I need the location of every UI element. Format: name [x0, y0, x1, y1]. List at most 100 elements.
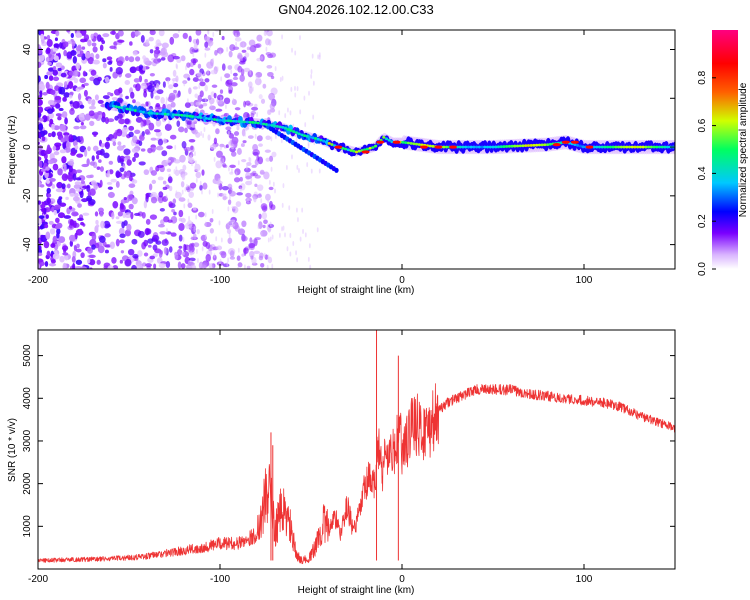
spectrogram-ridge-core	[327, 142, 331, 145]
spectrogram-noise-cell	[104, 233, 111, 238]
spectrogram-ridge-core	[316, 137, 320, 141]
spectrogram-noise-cell	[220, 96, 222, 102]
spectrogram-noise-cell	[75, 248, 82, 253]
spectrogram-noise-cell	[69, 240, 73, 247]
spectrogram-x-tick-label: -100	[210, 275, 230, 286]
spectrogram-noise-cell	[63, 81, 68, 89]
spectrogram-ridge-core	[455, 145, 460, 149]
spectrogram-noise-cell	[195, 214, 198, 220]
spectrogram-noise-cell	[73, 245, 78, 252]
spectrogram-noise-cell	[108, 160, 114, 165]
spectrogram-noise-cell	[256, 34, 263, 42]
spectrogram-noise-cell	[312, 114, 315, 120]
spectrogram-noise-cell	[51, 206, 55, 213]
spectrogram-noise-cell	[209, 42, 212, 48]
spectrogram-noise-cell	[294, 85, 296, 91]
spectrogram-noise-cell	[230, 82, 238, 87]
spectrogram-noise-cell	[183, 203, 186, 209]
spectrogram-noise-cell	[237, 147, 242, 155]
spectrogram-noise-cell	[128, 125, 135, 131]
spectrogram-noise-cell	[109, 45, 117, 50]
spectrogram-noise-cell	[50, 259, 56, 264]
spectrogram-ridge-core	[324, 140, 329, 144]
spectrogram-noise-cell	[84, 149, 88, 157]
spectrogram-noise-cell	[254, 133, 257, 139]
spectrogram-ridge-core	[185, 114, 189, 118]
spectrogram-y-tick-label: -20	[22, 188, 33, 203]
spectrogram-noise-cell	[310, 73, 313, 79]
spectrogram-noise-cell	[153, 58, 161, 64]
spectrogram-ridge-core	[229, 119, 233, 123]
spectrogram-noise-cell	[197, 63, 202, 69]
spectrogram-noise-cell	[246, 46, 251, 51]
spectrogram-noise-cell	[46, 39, 53, 47]
spectrogram-noise-cell	[93, 133, 97, 137]
spectrogram-noise-cell	[107, 191, 115, 198]
spectrogram-ridge-core	[608, 145, 612, 149]
spectrogram-ridge-core	[161, 112, 165, 116]
spectrogram-noise-cell	[104, 76, 110, 84]
spectrogram-noise-cell	[176, 58, 182, 63]
spectrogram-noise-cell	[258, 94, 263, 100]
spectrogram-noise-cell	[126, 159, 132, 166]
spectrogram-noise-cell	[120, 250, 125, 254]
spectrogram-noise-cell	[157, 195, 164, 204]
spectrogram-noise-cell	[155, 119, 162, 127]
spectrogram-noise-cell	[289, 232, 292, 238]
spectrogram-noise-cell	[295, 207, 298, 213]
spectrogram-noise-cell	[225, 104, 227, 110]
spectrogram-noise-cell	[231, 168, 233, 174]
spectrogram-noise-cell	[119, 259, 123, 264]
spectrogram-noise-cell	[288, 205, 291, 211]
spectrogram-noise-cell	[227, 237, 233, 244]
spectrogram-noise-cell	[40, 168, 46, 172]
spectrogram-noise-cell	[243, 167, 251, 173]
spectrogram-ridge-core	[223, 119, 228, 123]
spectrogram-noise-cell	[160, 97, 165, 104]
spectrogram-noise-cell	[53, 165, 58, 170]
spectrogram-noise-cell	[88, 259, 96, 266]
spectrogram-noise-cell	[66, 183, 71, 189]
spectrogram-noise-cell	[209, 144, 217, 150]
spectrogram-noise-cell	[188, 215, 190, 221]
spectrogram-noise-cell	[77, 86, 85, 90]
spectrogram-ridge-core	[125, 107, 129, 111]
spectrogram-noise-cell	[168, 119, 171, 125]
spectrogram-noise-cell	[248, 86, 253, 94]
spectrogram-noise-cell	[237, 266, 240, 269]
spectrogram-noise-cell	[244, 131, 246, 137]
spectrogram-noise-cell	[84, 113, 91, 121]
spectrogram-ridge-core	[518, 144, 522, 148]
spectrogram-noise-cell	[222, 163, 227, 168]
spectrogram-noise-cell	[158, 191, 164, 198]
spectrogram-noise-cell	[43, 241, 50, 249]
spectrogram-y-tick-label: 40	[22, 44, 33, 56]
spectrogram-noise-cell	[143, 169, 150, 176]
spectrogram-ridge-core	[117, 105, 121, 109]
spectrogram-noise-cell	[249, 237, 253, 243]
spectrogram-noise-cell	[178, 30, 180, 34]
spectrogram-noise-cell	[51, 123, 55, 130]
spectrogram-noise-cell	[198, 261, 204, 269]
spectrogram-noise-cell	[67, 173, 74, 182]
spectrogram-ridge-core	[174, 113, 178, 117]
spectrogram-ridge-core	[294, 131, 299, 135]
spectrogram-noise-cell	[202, 102, 208, 107]
spectrogram-noise-cell	[292, 240, 295, 246]
spectrogram-noise-cell	[155, 39, 161, 48]
spectrogram-noise-cell	[53, 204, 61, 210]
spectrogram-noise-cell	[46, 47, 51, 54]
spectrogram-noise-cell	[155, 131, 163, 137]
spectrogram-noise-cell	[87, 247, 93, 254]
spectrogram-noise-cell	[215, 160, 223, 169]
spectrogram-peak-cell	[585, 145, 594, 149]
spectrogram-noise-cell	[181, 189, 184, 195]
spectrogram-noise-cell	[229, 250, 235, 258]
spectrogram-noise-cell	[124, 80, 131, 86]
spectrogram-noise-cell	[198, 84, 201, 90]
spectrogram-noise-cell	[186, 62, 191, 68]
spectrogram-noise-cell	[254, 237, 261, 241]
spectrogram-ridge-core	[464, 145, 468, 149]
spectrogram-noise-cell	[150, 196, 158, 204]
spectrogram-noise-cell	[87, 258, 91, 264]
